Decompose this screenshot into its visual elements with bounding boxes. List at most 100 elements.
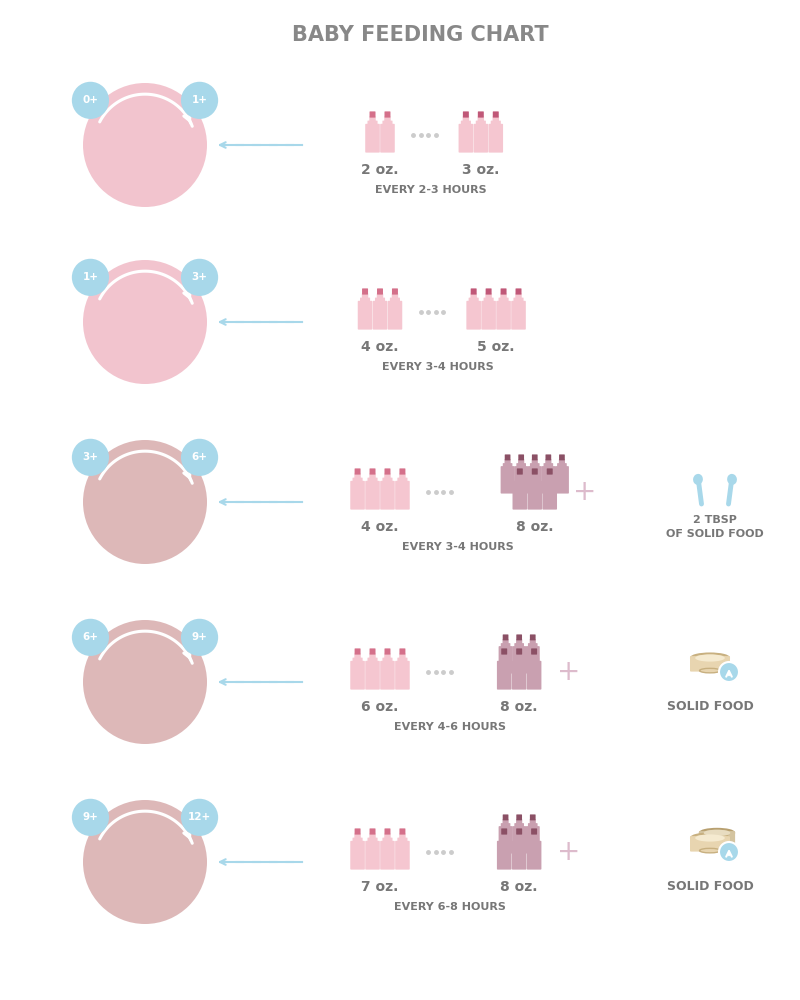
- Circle shape: [72, 82, 109, 119]
- FancyBboxPatch shape: [353, 478, 362, 483]
- FancyBboxPatch shape: [382, 838, 393, 843]
- FancyBboxPatch shape: [502, 463, 513, 468]
- FancyBboxPatch shape: [546, 468, 553, 475]
- FancyBboxPatch shape: [385, 828, 390, 835]
- FancyBboxPatch shape: [392, 288, 398, 295]
- FancyBboxPatch shape: [380, 124, 394, 153]
- FancyBboxPatch shape: [370, 833, 376, 839]
- Text: 6 oz.: 6 oz.: [362, 700, 398, 714]
- Text: 9+: 9+: [192, 632, 207, 642]
- FancyBboxPatch shape: [470, 288, 477, 295]
- FancyBboxPatch shape: [530, 819, 536, 824]
- FancyBboxPatch shape: [399, 654, 406, 659]
- FancyBboxPatch shape: [384, 117, 390, 122]
- FancyBboxPatch shape: [399, 468, 406, 475]
- FancyBboxPatch shape: [367, 478, 378, 483]
- FancyBboxPatch shape: [530, 463, 539, 468]
- Text: EVERY 3-4 HOURS: EVERY 3-4 HOURS: [382, 362, 494, 372]
- FancyBboxPatch shape: [354, 648, 361, 655]
- FancyBboxPatch shape: [502, 634, 509, 640]
- FancyBboxPatch shape: [526, 826, 540, 854]
- Ellipse shape: [695, 834, 725, 842]
- Circle shape: [181, 259, 218, 296]
- FancyBboxPatch shape: [398, 658, 407, 663]
- FancyBboxPatch shape: [530, 634, 536, 640]
- FancyBboxPatch shape: [496, 301, 511, 330]
- Text: 3+: 3+: [191, 272, 207, 282]
- FancyBboxPatch shape: [382, 121, 393, 126]
- FancyBboxPatch shape: [370, 654, 376, 659]
- Text: +: +: [558, 838, 581, 866]
- FancyBboxPatch shape: [542, 481, 557, 510]
- FancyBboxPatch shape: [531, 474, 538, 479]
- Text: 2 TBSP
OF SOLID FOOD: 2 TBSP OF SOLID FOOD: [666, 515, 764, 539]
- FancyBboxPatch shape: [384, 654, 390, 659]
- FancyBboxPatch shape: [690, 836, 730, 852]
- Text: BABY FEEDING CHART: BABY FEEDING CHART: [292, 25, 548, 45]
- FancyBboxPatch shape: [482, 301, 496, 330]
- FancyBboxPatch shape: [474, 124, 488, 153]
- FancyBboxPatch shape: [382, 478, 393, 483]
- FancyBboxPatch shape: [354, 474, 361, 479]
- Text: 7 oz.: 7 oz.: [362, 880, 398, 894]
- FancyBboxPatch shape: [370, 468, 375, 475]
- FancyBboxPatch shape: [367, 121, 378, 126]
- FancyBboxPatch shape: [370, 474, 376, 479]
- FancyBboxPatch shape: [501, 823, 510, 828]
- FancyBboxPatch shape: [502, 814, 509, 820]
- FancyBboxPatch shape: [500, 294, 506, 299]
- FancyBboxPatch shape: [514, 823, 524, 828]
- FancyBboxPatch shape: [528, 823, 538, 828]
- FancyBboxPatch shape: [518, 459, 524, 464]
- Ellipse shape: [707, 842, 726, 846]
- FancyBboxPatch shape: [502, 819, 509, 824]
- Text: 12+: 12+: [188, 812, 211, 822]
- FancyBboxPatch shape: [384, 474, 390, 479]
- Text: 4 oz.: 4 oz.: [362, 520, 398, 534]
- FancyBboxPatch shape: [515, 288, 522, 295]
- Ellipse shape: [691, 654, 729, 662]
- FancyBboxPatch shape: [458, 124, 473, 153]
- FancyBboxPatch shape: [532, 459, 538, 464]
- FancyBboxPatch shape: [382, 658, 393, 663]
- FancyBboxPatch shape: [350, 481, 365, 510]
- Text: EVERY 4-6 HOURS: EVERY 4-6 HOURS: [394, 722, 506, 732]
- FancyBboxPatch shape: [501, 654, 507, 659]
- Text: 3 oz.: 3 oz.: [462, 163, 499, 177]
- Text: 8 oz.: 8 oz.: [501, 700, 538, 714]
- FancyBboxPatch shape: [398, 478, 407, 483]
- FancyBboxPatch shape: [395, 841, 410, 870]
- FancyBboxPatch shape: [516, 819, 522, 824]
- FancyBboxPatch shape: [516, 654, 522, 659]
- FancyBboxPatch shape: [490, 121, 501, 126]
- Text: 8 oz.: 8 oz.: [501, 880, 538, 894]
- FancyBboxPatch shape: [399, 474, 406, 479]
- FancyBboxPatch shape: [493, 117, 499, 122]
- Text: 5 oz.: 5 oz.: [478, 340, 515, 354]
- FancyBboxPatch shape: [512, 826, 526, 854]
- FancyBboxPatch shape: [529, 658, 539, 663]
- FancyBboxPatch shape: [512, 646, 526, 674]
- FancyBboxPatch shape: [388, 301, 402, 330]
- FancyBboxPatch shape: [470, 294, 477, 299]
- FancyBboxPatch shape: [516, 648, 522, 655]
- Text: EVERY 6-8 HOURS: EVERY 6-8 HOURS: [394, 902, 506, 912]
- Text: 0+: 0+: [82, 95, 98, 105]
- Text: 6+: 6+: [82, 632, 98, 642]
- FancyBboxPatch shape: [528, 466, 542, 494]
- FancyBboxPatch shape: [373, 301, 387, 330]
- FancyBboxPatch shape: [542, 466, 555, 494]
- Circle shape: [719, 662, 739, 682]
- Ellipse shape: [691, 834, 729, 842]
- FancyBboxPatch shape: [516, 639, 522, 644]
- FancyBboxPatch shape: [502, 828, 507, 835]
- Circle shape: [181, 82, 218, 119]
- FancyBboxPatch shape: [546, 454, 551, 460]
- Circle shape: [181, 439, 218, 476]
- FancyBboxPatch shape: [498, 646, 513, 674]
- Text: SOLID FOOD: SOLID FOOD: [666, 881, 754, 894]
- FancyBboxPatch shape: [514, 466, 528, 494]
- FancyBboxPatch shape: [559, 454, 565, 460]
- Ellipse shape: [727, 474, 737, 485]
- Text: 4 oz.: 4 oz.: [362, 340, 398, 354]
